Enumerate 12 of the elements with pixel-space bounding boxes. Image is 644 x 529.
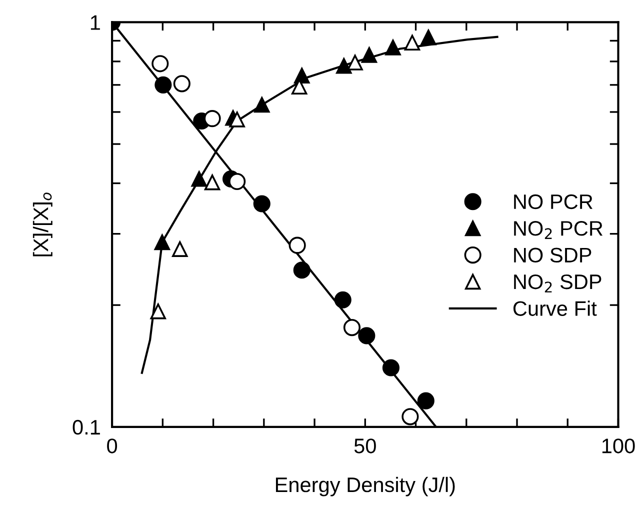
legend-label: NO SDP	[514, 248, 592, 263]
y-tick-label: 0.1	[72, 420, 100, 435]
x-tick-label: 100	[602, 438, 635, 454]
y-tick-label: 1	[90, 15, 100, 30]
legend-label: NO PCR	[514, 194, 592, 210]
x-axis-title: Energy Density (J/l)	[276, 476, 455, 496]
legend-label: Curve Fit	[513, 300, 597, 316]
x-tick-label: 50	[354, 438, 376, 454]
y-axis-title: [X]/[X]$_{o}$	[32, 192, 52, 256]
legend-label: NO$_{2}$ SDP	[514, 274, 602, 292]
x-tick-label: 0	[107, 438, 118, 454]
legend-label: NO$_{2}$ PCR	[514, 221, 603, 239]
